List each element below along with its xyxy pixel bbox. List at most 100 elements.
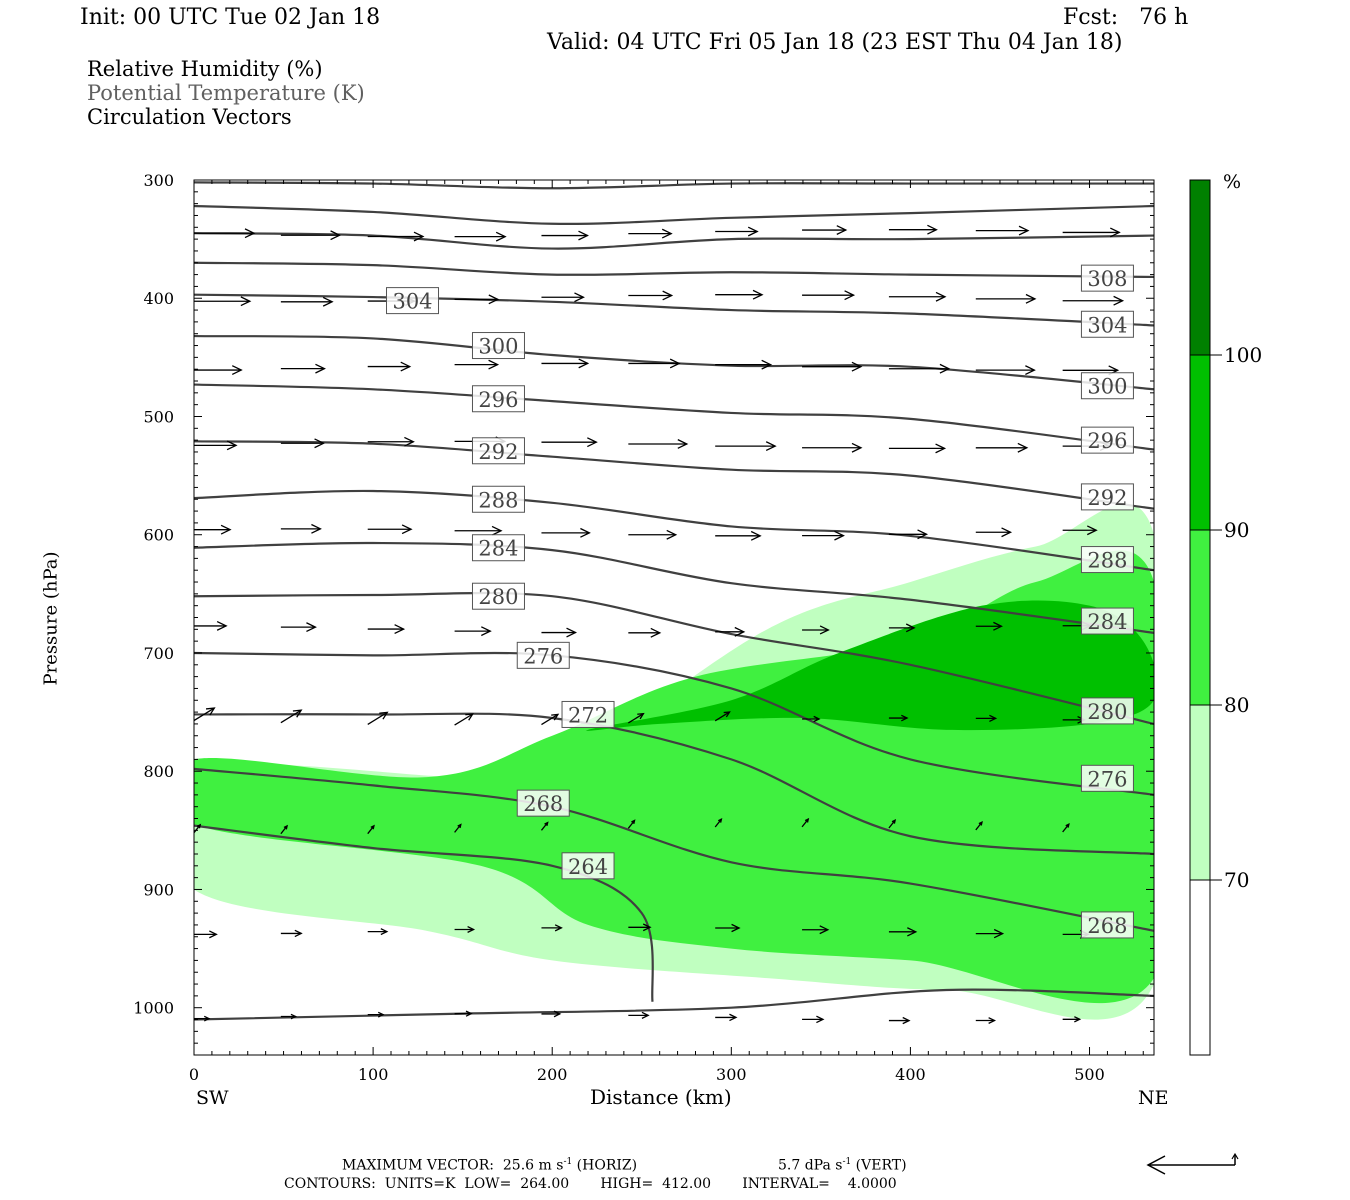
vector-head [765, 441, 777, 452]
circulation-vector [802, 442, 863, 453]
colorbar-label: 70 [1224, 868, 1249, 892]
vector-head [993, 928, 1005, 939]
vector-head [196, 823, 202, 829]
vector-head [587, 437, 598, 448]
circulation-vector [540, 821, 549, 831]
y-tick-label: 400 [143, 289, 174, 308]
vector-head [935, 443, 947, 454]
theta-contour-300 [194, 334, 1154, 391]
vector-head [1017, 442, 1029, 453]
max-vector-vert: 5.7 dPa s-1 (VERT) [778, 1157, 907, 1174]
x-tick-label: 500 [1074, 1065, 1105, 1084]
circulation-vector [367, 1011, 385, 1018]
vector-shaft [367, 711, 388, 725]
contour-label-text: 264 [568, 855, 608, 879]
contour-label-text: 276 [1087, 767, 1127, 791]
circulation-vector [628, 529, 678, 540]
vector-shaft [888, 819, 896, 829]
vector-shaft [627, 713, 644, 724]
circulation-vector [715, 626, 746, 637]
contour-label-304: 304 [386, 287, 440, 315]
rh-region-90-100 [586, 600, 1154, 731]
contour-label-box [1080, 546, 1134, 574]
vector-head [1113, 295, 1125, 306]
vector-head [804, 817, 810, 823]
circulation-vector [541, 437, 598, 448]
contour-label-280: 280 [1080, 697, 1134, 725]
circulation-vector [1062, 1016, 1082, 1023]
circulation-vector [628, 627, 662, 638]
vector-head [717, 818, 723, 823]
circulation-vector [454, 359, 500, 370]
vector-head [813, 715, 821, 723]
circulation-vector [888, 623, 916, 633]
contour-label-276: 276 [516, 641, 570, 669]
circulation-vector [194, 524, 232, 535]
circulation-vector [280, 438, 326, 449]
vector-head [231, 365, 243, 375]
contour-label-text: 304 [1087, 313, 1127, 337]
circulation-vector [628, 290, 674, 301]
theta-contour-310 [194, 204, 1154, 225]
circulation-vector [715, 441, 777, 452]
circulation-vector [888, 443, 947, 454]
contour-label-text: 300 [1087, 375, 1127, 399]
contour-label-box [386, 287, 440, 315]
vector-head [723, 711, 731, 718]
vector-head [330, 230, 342, 241]
colorbar-label: 100 [1224, 343, 1262, 367]
vector-head [467, 926, 476, 933]
x-tick-label: 200 [537, 1065, 568, 1084]
contour-label-box [516, 641, 570, 669]
contour-label-box [561, 852, 615, 880]
vector-shaft [541, 713, 559, 726]
circulation-vector [541, 627, 578, 638]
vector-head [578, 230, 589, 241]
contour-label-300: 300 [471, 332, 525, 360]
vector-shaft [194, 707, 215, 722]
vector-head [481, 626, 492, 637]
contour-label-276: 276 [1080, 764, 1134, 792]
theta-contour-276 [194, 651, 1154, 796]
colorbar-label: 80 [1224, 693, 1249, 717]
vector-head [901, 714, 909, 722]
contour-label-text: 292 [1087, 486, 1127, 510]
contour-label-text: 284 [1087, 610, 1127, 634]
vector-head [209, 930, 218, 939]
vector-head [322, 296, 334, 307]
vector-head [290, 1013, 298, 1020]
circulation-vector [888, 819, 897, 829]
contour-label-text: 308 [1087, 267, 1127, 291]
contour-label-text: 288 [1087, 549, 1127, 573]
circulation-vector [715, 1013, 738, 1022]
y-tick-label: 1000 [133, 999, 174, 1018]
theta-contour-284 [194, 541, 1154, 634]
vector-head [891, 819, 897, 824]
vector-head [495, 231, 507, 242]
circulation-vector [975, 527, 1013, 538]
contour-label-272: 272 [561, 700, 615, 728]
vector-head [216, 620, 228, 631]
vector-head [566, 627, 578, 638]
circulation-vector [454, 926, 476, 933]
contour-label-288: 288 [1080, 546, 1134, 574]
contour-label-268: 268 [1080, 911, 1134, 939]
circulation-vector [802, 361, 863, 372]
y-tick-label: 600 [143, 526, 174, 545]
x-tick-label: 0 [189, 1065, 199, 1084]
x-tick-label: 400 [895, 1065, 926, 1084]
y-tick-label: 700 [143, 644, 174, 663]
theta-contour-280 [194, 591, 1154, 725]
legend-vectors: Circulation Vectors [87, 105, 292, 129]
vector-shaft [194, 824, 201, 834]
circulation-vector [541, 230, 589, 241]
vector-shaft [280, 825, 288, 835]
circulation-vector [975, 928, 1005, 939]
vector-head [377, 1011, 385, 1018]
circulation-vector [975, 225, 1030, 236]
vector-head [379, 711, 389, 720]
circulation-vector [194, 365, 243, 375]
vector-head [1086, 525, 1098, 536]
vector-head [283, 824, 289, 830]
vector-head [641, 1011, 650, 1019]
